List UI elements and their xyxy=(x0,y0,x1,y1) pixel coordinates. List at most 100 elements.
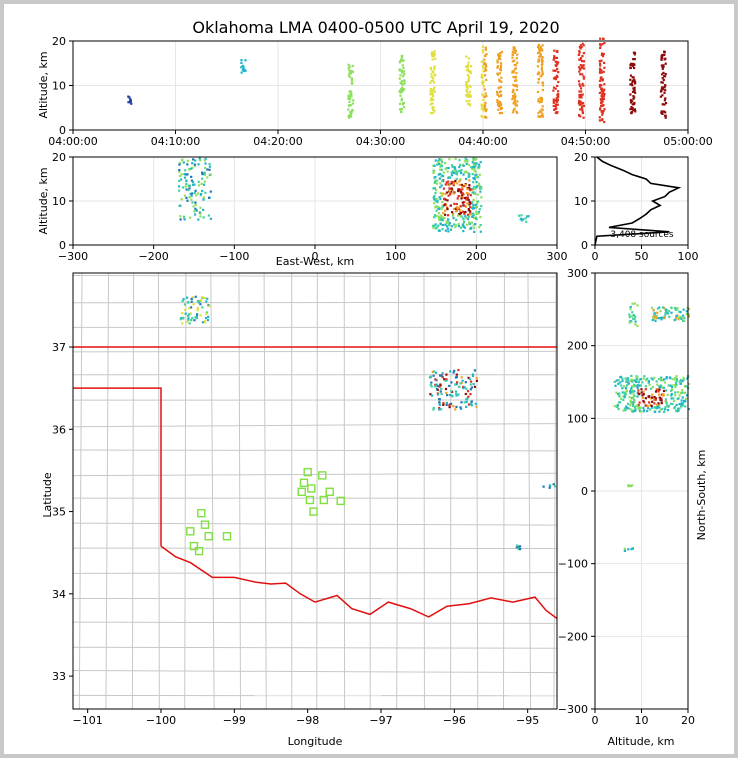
ew-height-point xyxy=(456,171,459,174)
time-height-point xyxy=(515,104,519,107)
ew-height-point xyxy=(458,166,461,169)
ew-height-point xyxy=(475,157,478,160)
time-height-point xyxy=(498,80,501,83)
time-height-point xyxy=(601,100,604,103)
ns-height-point xyxy=(662,394,665,397)
plan-view-point xyxy=(438,385,441,388)
time-height-point xyxy=(431,70,434,73)
time-height-point xyxy=(351,70,355,73)
ew-height-point xyxy=(185,188,188,191)
ns-height-point xyxy=(678,310,681,313)
x-tick-label: −101 xyxy=(73,714,103,727)
ew-height-point xyxy=(437,212,441,215)
time-height-point xyxy=(500,62,503,65)
ew-height-point xyxy=(441,200,444,204)
time-height-point xyxy=(499,51,502,55)
time-height-point xyxy=(430,53,433,56)
ns-height-point xyxy=(670,311,673,314)
ew-height-point xyxy=(472,212,475,215)
ew-height-point xyxy=(178,185,181,188)
ew-height-point xyxy=(445,191,448,194)
time-height-point xyxy=(498,78,501,81)
ns-height-point xyxy=(629,321,632,324)
ns-height-point xyxy=(676,397,679,400)
time-height-point xyxy=(601,110,604,113)
time-height-point xyxy=(556,50,559,53)
x-tick-label: 05:00:00 xyxy=(663,135,712,148)
ns-height-point xyxy=(664,389,667,392)
plan-view-point xyxy=(553,485,557,488)
time-height-point xyxy=(512,88,515,91)
ew-height-point xyxy=(452,212,455,216)
ns-height-point xyxy=(666,309,669,312)
ew-height-point xyxy=(440,184,443,187)
ns-height-point xyxy=(675,409,678,412)
ew-height-point xyxy=(444,193,447,196)
time-height-point xyxy=(557,90,560,93)
ew-height-point xyxy=(446,227,449,230)
ns-height-point xyxy=(633,400,636,403)
plan-view-point xyxy=(459,382,462,385)
time-height-point xyxy=(557,61,560,64)
time-height-point xyxy=(634,82,637,85)
plan-view-point xyxy=(462,385,465,388)
ns-height-point xyxy=(683,317,686,320)
ew-height-point xyxy=(475,210,478,213)
ns-height-point xyxy=(675,314,678,318)
ew-height-point xyxy=(185,196,188,199)
plan-ylabel: Latitude xyxy=(41,472,54,518)
ns-height-point xyxy=(630,374,633,377)
ew-height-point xyxy=(433,164,436,167)
x-tick-label: −99 xyxy=(223,714,246,727)
time-height-point xyxy=(433,53,436,56)
ew-height-point xyxy=(473,162,476,165)
ns-height-point xyxy=(625,379,628,382)
time-height-point xyxy=(554,60,557,63)
time-height-point xyxy=(555,99,558,102)
plan-view-point xyxy=(188,313,191,316)
ns-height-point xyxy=(636,404,639,407)
plan-view-point xyxy=(460,407,463,410)
ns-height-point xyxy=(618,395,621,398)
time-height-point xyxy=(629,83,632,86)
plan-view-point xyxy=(467,395,470,398)
ew-height-point xyxy=(468,179,471,182)
ns-height-point xyxy=(624,377,627,380)
plan-view-point xyxy=(205,312,208,315)
plan-view-point xyxy=(475,405,478,408)
y-tick-label: 36 xyxy=(52,423,66,436)
time-height-point xyxy=(429,87,432,91)
plan-view-point xyxy=(457,368,460,372)
time-height-point xyxy=(537,43,540,46)
ew-height-point xyxy=(465,159,468,163)
ns-height-point xyxy=(684,400,687,403)
ns-height-point xyxy=(651,319,654,322)
time-height-point xyxy=(482,51,485,54)
time-height-point xyxy=(430,90,433,93)
county-line xyxy=(157,272,160,710)
time-height-point xyxy=(348,100,351,103)
ns-height-point xyxy=(657,390,660,393)
ns-height-point xyxy=(632,317,635,320)
time-height-point xyxy=(242,67,245,70)
ew-height-point xyxy=(472,198,475,201)
time-height-point xyxy=(580,105,583,108)
ns-height-point xyxy=(638,393,641,396)
plan-view-point xyxy=(467,376,470,379)
y-tick-label: 0 xyxy=(59,239,66,252)
time-height-point xyxy=(540,111,543,114)
ew-height-point xyxy=(208,196,211,199)
ew-height-point xyxy=(198,157,201,160)
ns-height-point xyxy=(651,396,654,399)
plan-view-point xyxy=(454,383,457,386)
ns-height-point xyxy=(630,402,633,405)
ew-height-point xyxy=(442,187,445,190)
plan-view-point xyxy=(205,300,208,303)
time-height-point xyxy=(577,114,581,117)
time-height-point xyxy=(629,108,632,111)
time-height-point xyxy=(350,95,353,98)
ew-height-point xyxy=(459,226,463,229)
time-height-point xyxy=(432,108,435,111)
plan-view-point xyxy=(429,375,432,378)
